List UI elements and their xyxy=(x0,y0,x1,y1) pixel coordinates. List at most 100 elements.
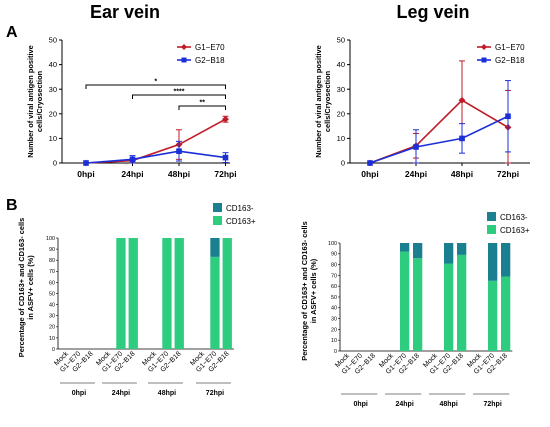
y-axis-label: Number of viral antigen positive xyxy=(26,45,35,158)
bar-segment-cd163-plus xyxy=(501,276,511,351)
x-tick-label: 24hpi xyxy=(121,169,143,179)
y-tick-label: 100 xyxy=(328,241,337,247)
series-line-diamond xyxy=(369,99,509,164)
x-tick-label: 48hpi xyxy=(451,169,473,179)
legend-marker-diamond xyxy=(481,44,487,50)
bar-segment-cd163-plus xyxy=(128,238,138,349)
group-label: 48hpi xyxy=(158,390,176,397)
legend-label: G1−E70 xyxy=(195,43,225,52)
y-tick-label: 30 xyxy=(331,317,337,323)
y-tick-label: 10 xyxy=(49,336,55,342)
group-label: 48hpi xyxy=(440,401,458,408)
y-tick-label: 80 xyxy=(49,258,55,264)
legend-swatch xyxy=(213,203,222,212)
y-axis-label: in ASFV+ cells (%) xyxy=(309,258,318,323)
y-tick-label: 0 xyxy=(52,347,55,353)
y-axis-label: Number of viral antigen positive xyxy=(314,45,323,158)
significance-label: ** xyxy=(200,100,206,107)
y-tick-label: 50 xyxy=(331,295,337,301)
y-tick-label: 30 xyxy=(49,85,57,94)
panel-label-a: A xyxy=(6,24,18,41)
y-tick-label: 40 xyxy=(331,306,337,312)
y-axis-label: in ASFV+ cells (%) xyxy=(26,255,35,320)
bar-segment-cd163-plus xyxy=(400,251,410,351)
chart-title: Ear vein xyxy=(90,2,160,22)
significance-label: * xyxy=(154,79,157,86)
group-label: 24hpi xyxy=(396,401,414,408)
y-tick-label: 20 xyxy=(337,109,345,118)
bar-segment-cd163-minus xyxy=(444,243,454,264)
bar-segment-cd163-plus xyxy=(162,238,172,349)
y-tick-label: 70 xyxy=(49,269,55,275)
y-tick-label: 10 xyxy=(331,338,337,344)
y-axis-label: Percentage of CD163+ and CD163- cells xyxy=(17,218,26,357)
series-line-square xyxy=(369,115,509,164)
x-tick-label: 72hpi xyxy=(214,169,236,179)
significance-bracket xyxy=(178,105,226,110)
data-point-square xyxy=(367,160,373,166)
chart-title: Leg vein xyxy=(396,2,469,22)
bar-segment-cd163-plus xyxy=(457,254,467,351)
legend-label: G2−B18 xyxy=(495,56,525,65)
series-line-diamond xyxy=(85,118,226,164)
data-point-square xyxy=(459,135,465,142)
y-tick-label: 30 xyxy=(49,314,55,320)
bar-segment-cd163-minus xyxy=(210,238,220,257)
bar-segment-cd163-plus xyxy=(116,238,126,349)
y-tick-label: 80 xyxy=(331,263,337,269)
y-tick-label: 40 xyxy=(337,60,345,69)
legend-label: CD163+ xyxy=(500,226,530,235)
y-tick-label: 50 xyxy=(49,291,55,297)
y-tick-label: 20 xyxy=(331,327,337,333)
significance-bracket xyxy=(85,84,226,89)
y-tick-label: 90 xyxy=(331,252,337,258)
legend-swatch xyxy=(487,212,496,221)
bar-segment-cd163-minus xyxy=(457,243,467,255)
bar-segment-cd163-plus xyxy=(413,258,423,351)
data-point-diamond xyxy=(458,96,466,104)
y-tick-label: 60 xyxy=(49,280,55,286)
y-tick-label: 50 xyxy=(337,36,345,45)
x-tick-label: 24hpi xyxy=(405,169,427,179)
bar-segment-cd163-minus xyxy=(501,243,511,277)
group-label: 0hpi xyxy=(72,390,86,397)
data-point-square xyxy=(413,144,419,150)
legend-label: G1−E70 xyxy=(495,43,525,52)
bar-segment-cd163-plus xyxy=(210,256,220,349)
y-tick-label: 70 xyxy=(331,273,337,279)
data-point-diamond xyxy=(222,115,229,123)
y-tick-label: 10 xyxy=(49,134,57,143)
legend-marker-diamond xyxy=(181,44,187,50)
y-tick-label: 40 xyxy=(49,60,57,69)
group-label: 0hpi xyxy=(353,401,367,408)
legend-label: G2−B18 xyxy=(195,56,225,65)
x-tick-label: 0hpi xyxy=(77,169,94,179)
leg-vein-bar-chart: Percentage of CD163+ and CD163- cells in … xyxy=(300,212,530,408)
y-tick-label: 90 xyxy=(49,247,55,253)
bar-segment-cd163-plus xyxy=(174,238,184,349)
legend-marker-square xyxy=(181,57,187,63)
bar-segment-cd163-minus xyxy=(488,243,498,281)
bar-segment-cd163-plus xyxy=(222,238,232,349)
bar-segment-cd163-minus xyxy=(413,243,423,259)
y-tick-label: 50 xyxy=(49,36,57,45)
x-tick-label: 0hpi xyxy=(361,169,378,179)
significance-bracket xyxy=(132,94,226,99)
leg-vein-line-chart: Leg vein Number of viral antigen positive… xyxy=(314,2,530,179)
y-axis-label: Percentage of CD163+ and CD163- cells xyxy=(300,221,309,360)
legend-marker-square xyxy=(481,57,487,63)
y-tick-label: 40 xyxy=(49,303,55,309)
data-point-square xyxy=(129,156,136,163)
y-tick-label: 100 xyxy=(46,236,55,242)
data-point-square xyxy=(176,148,182,154)
significance-label: **** xyxy=(174,89,185,96)
x-tick-label: 48hpi xyxy=(168,169,190,179)
group-label: 24hpi xyxy=(112,390,130,397)
data-point-square xyxy=(505,113,511,120)
bar-segment-cd163-minus xyxy=(400,243,410,252)
ear-vein-bar-chart: Percentage of CD163+ and CD163- cells in … xyxy=(17,203,256,397)
y-tick-label: 10 xyxy=(337,134,345,143)
legend-swatch xyxy=(487,225,496,234)
legend-label: CD163+ xyxy=(226,217,256,226)
